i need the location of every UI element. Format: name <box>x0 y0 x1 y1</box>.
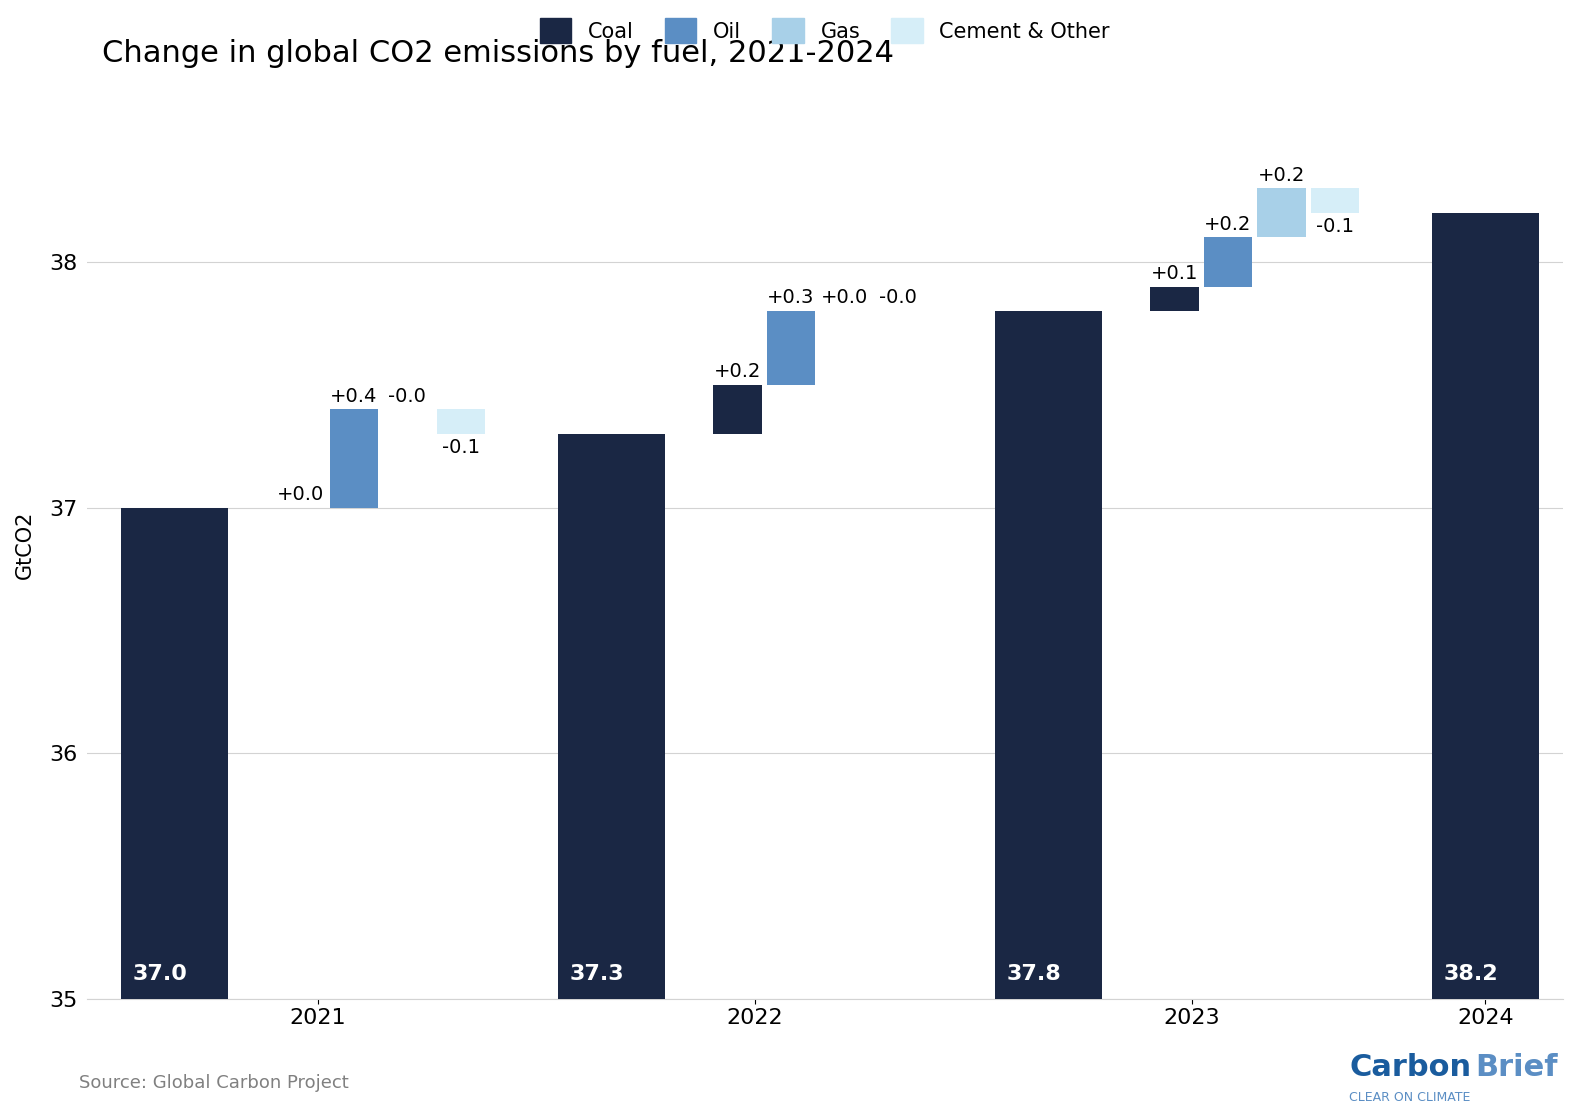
Y-axis label: GtCO2: GtCO2 <box>16 511 35 578</box>
Bar <box>713 385 762 434</box>
Text: 37.0: 37.0 <box>133 963 188 983</box>
Text: Carbon: Carbon <box>1349 1053 1471 1082</box>
Bar <box>1204 238 1253 286</box>
Legend: Coal, Oil, Gas, Cement & Other: Coal, Oil, Gas, Cement & Other <box>532 10 1119 52</box>
Text: +0.2: +0.2 <box>713 362 761 381</box>
Bar <box>122 507 227 999</box>
Text: 37.8: 37.8 <box>1007 963 1062 983</box>
Text: +0.3: +0.3 <box>767 289 814 307</box>
Text: CLEAR ON CLIMATE: CLEAR ON CLIMATE <box>1349 1091 1471 1104</box>
Text: -0.0: -0.0 <box>388 386 426 405</box>
Bar <box>559 434 664 999</box>
Text: -0.1: -0.1 <box>442 437 480 456</box>
Text: Source: Global Carbon Project: Source: Global Carbon Project <box>79 1073 349 1092</box>
Bar <box>767 311 816 385</box>
Bar <box>1431 213 1539 999</box>
Bar <box>994 311 1101 999</box>
Text: +0.2: +0.2 <box>1204 214 1251 234</box>
Text: 37.3: 37.3 <box>570 963 625 983</box>
Text: -0.1: -0.1 <box>1316 216 1354 235</box>
Text: +0.2: +0.2 <box>1258 165 1305 184</box>
Bar <box>437 410 484 434</box>
Text: 38.2: 38.2 <box>1444 963 1498 983</box>
Bar <box>1258 189 1305 238</box>
Text: +0.1: +0.1 <box>1150 264 1198 283</box>
Bar <box>330 410 379 507</box>
Bar <box>1310 189 1359 213</box>
Bar <box>1150 286 1199 311</box>
Text: +0.0: +0.0 <box>821 289 868 307</box>
Text: +0.4: +0.4 <box>330 386 377 405</box>
Text: -0.0: -0.0 <box>879 289 917 307</box>
Text: +0.0: +0.0 <box>278 485 323 504</box>
Text: Change in global CO2 emissions by fuel, 2021-2024: Change in global CO2 emissions by fuel, … <box>101 39 893 69</box>
Text: Brief: Brief <box>1475 1053 1557 1082</box>
